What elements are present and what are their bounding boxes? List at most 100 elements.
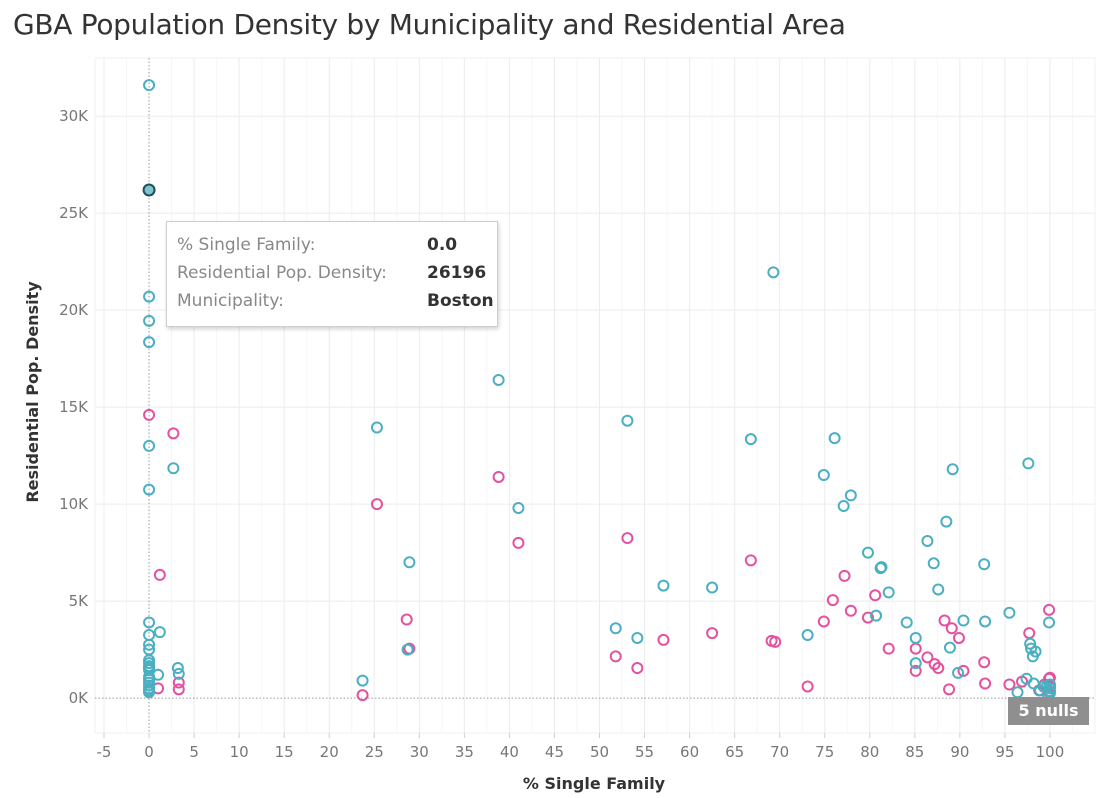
x-tick-label: 15 — [275, 743, 294, 761]
data-point — [403, 556, 416, 569]
x-tick-label: 5 — [189, 743, 199, 761]
data-point — [400, 613, 413, 626]
tooltip-label: Municipality: — [177, 291, 284, 311]
data-point — [938, 614, 951, 627]
data-point — [1003, 606, 1016, 619]
data-point — [861, 611, 874, 624]
x-tick-label: 75 — [815, 743, 834, 761]
data-point — [512, 536, 525, 549]
x-tick-label: 50 — [590, 743, 609, 761]
data-point — [143, 638, 156, 651]
x-tick-label: 90 — [950, 743, 969, 761]
highlighted-point — [142, 183, 156, 197]
data-point — [978, 656, 991, 669]
data-point — [943, 683, 956, 696]
data-point — [172, 676, 185, 689]
data-point — [1043, 603, 1056, 616]
data-point — [837, 500, 850, 513]
data-point — [952, 631, 965, 644]
data-point — [172, 667, 185, 680]
data-point — [609, 650, 622, 663]
data-point — [1043, 616, 1056, 629]
zero-lines — [95, 58, 1095, 733]
tooltip-row-density: Residential Pop. Density: 26196 — [177, 263, 492, 287]
data-point — [952, 666, 965, 679]
tooltip-value: 0.0 — [427, 235, 458, 255]
data-point — [621, 532, 634, 545]
data-point — [932, 583, 945, 596]
tooltip-value: 26196 — [427, 263, 487, 283]
data-point — [957, 664, 970, 677]
data-point — [940, 515, 953, 528]
x-tick-label: -5 — [97, 743, 112, 761]
data-point — [1011, 686, 1024, 699]
x-tick-label: 45 — [545, 743, 564, 761]
data-point — [153, 568, 166, 581]
x-axis-ticks: -5 0 5 10 15 20 25 30 35 40 45 50 55 60 65 70 75 80 85 90 95… — [97, 733, 1065, 761]
data-point — [838, 569, 851, 582]
grid-lines — [94, 57, 1096, 734]
x-tick-label: 80 — [860, 743, 879, 761]
data-point — [1022, 457, 1035, 470]
data-point — [943, 641, 956, 654]
data-point — [370, 421, 383, 434]
data-point — [609, 622, 622, 635]
data-point — [153, 626, 166, 639]
data-point — [706, 581, 719, 594]
data-point — [921, 651, 934, 664]
data-point — [492, 373, 505, 386]
x-tick-label: 55 — [635, 743, 654, 761]
data-point — [769, 635, 782, 648]
data-point — [828, 432, 841, 445]
data-point — [869, 589, 882, 602]
data-point — [979, 615, 992, 628]
data-point — [631, 631, 644, 644]
data-point — [882, 642, 895, 655]
y-tick-label: 10K — [59, 495, 89, 513]
data-point — [900, 616, 913, 629]
x-tick-label: 0 — [144, 743, 154, 761]
x-tick-label: 100 — [1036, 743, 1065, 761]
data-point — [167, 462, 180, 475]
data-point — [631, 662, 644, 675]
data-point — [882, 586, 895, 599]
x-tick-label: 25 — [365, 743, 384, 761]
data-point — [844, 489, 857, 502]
data-point — [861, 546, 874, 559]
data-point — [172, 683, 185, 696]
data-point — [744, 554, 757, 567]
data-point — [946, 463, 959, 476]
data-point — [801, 680, 814, 693]
data-point — [767, 266, 780, 279]
data-point — [801, 629, 814, 642]
data-point — [143, 483, 156, 496]
data-point — [909, 631, 922, 644]
tooltip-label: % Single Family: — [177, 235, 316, 255]
x-axis-title: % Single Family — [523, 774, 666, 793]
chart-title: GBA Population Density by Municipality a… — [13, 8, 846, 41]
data-point — [143, 629, 156, 642]
tooltip-value: Boston — [427, 291, 494, 311]
y-tick-label: 0K — [69, 689, 90, 707]
data-point — [167, 427, 180, 440]
data-point — [143, 79, 156, 92]
data-point — [817, 615, 830, 628]
data-point — [957, 614, 970, 627]
data-point — [143, 336, 156, 349]
data-point — [152, 668, 165, 681]
data-point — [945, 622, 958, 635]
data-point — [1029, 645, 1042, 658]
tooltip-label: Residential Pop. Density: — [177, 263, 387, 283]
data-point — [875, 561, 888, 574]
data-point — [143, 439, 156, 452]
y-tick-label: 15K — [59, 398, 89, 416]
x-tick-label: 65 — [725, 743, 744, 761]
tooltip: % Single Family: 0.0 Residential Pop. De… — [166, 221, 498, 327]
data-point — [492, 470, 505, 483]
nulls-badge[interactable]: 5 nulls — [1008, 697, 1089, 725]
x-tick-label: 10 — [230, 743, 249, 761]
data-point — [921, 534, 934, 547]
data-point — [143, 314, 156, 327]
data-point — [978, 558, 991, 571]
